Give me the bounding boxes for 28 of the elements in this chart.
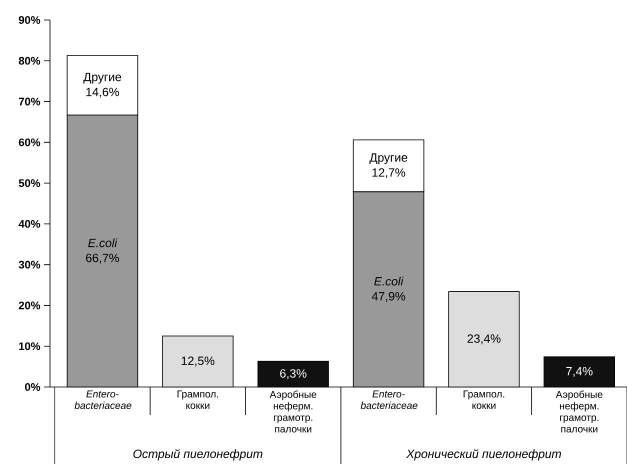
y-tick-label: 80% [18, 56, 40, 65]
y-tick-label: 70% [18, 98, 40, 106]
x-tick-label: Аэробные неферм. грамотр. палочки [270, 390, 316, 432]
text: Хронический пиелонефрит [406, 449, 561, 460]
text: Другие [83, 72, 122, 84]
y-tick-label: 50% [18, 179, 40, 188]
text: Острый пиелонефрит [133, 449, 262, 460]
x-tick-label: Грампол. кокки [464, 390, 504, 410]
y-tick-label: 0% [25, 383, 40, 391]
data-label: 23,4% [468, 334, 501, 344]
y-tick-label: 10% [19, 342, 40, 350]
y-tick-label: 90% [18, 16, 40, 24]
data-label: E.coli 47,9% [372, 276, 406, 302]
x-tick-label: Entero-bacteriaceae [74, 390, 132, 410]
x-tick-label: Entero-bacteriaceae [360, 390, 418, 410]
x-tick-label: Аэробные неферм. грамотр. палочки [556, 390, 602, 432]
series-label: Другие [369, 153, 408, 164]
data-label: 7,4% [566, 366, 593, 377]
x-tick-label: Грампол. кокки [178, 390, 218, 410]
y-tick-label: 20% [18, 302, 40, 310]
y-tick-label: 60% [18, 138, 40, 146]
y-tick-label: 30% [18, 260, 40, 269]
data-label: E.coli 66,7% [86, 238, 120, 264]
data-label: 12,7% [372, 168, 406, 178]
y-tick-label: 40% [18, 220, 40, 228]
data-label: 6,3% [280, 369, 306, 380]
data-label: 14,6% [86, 88, 120, 98]
data-label: 12,5% [182, 356, 214, 366]
